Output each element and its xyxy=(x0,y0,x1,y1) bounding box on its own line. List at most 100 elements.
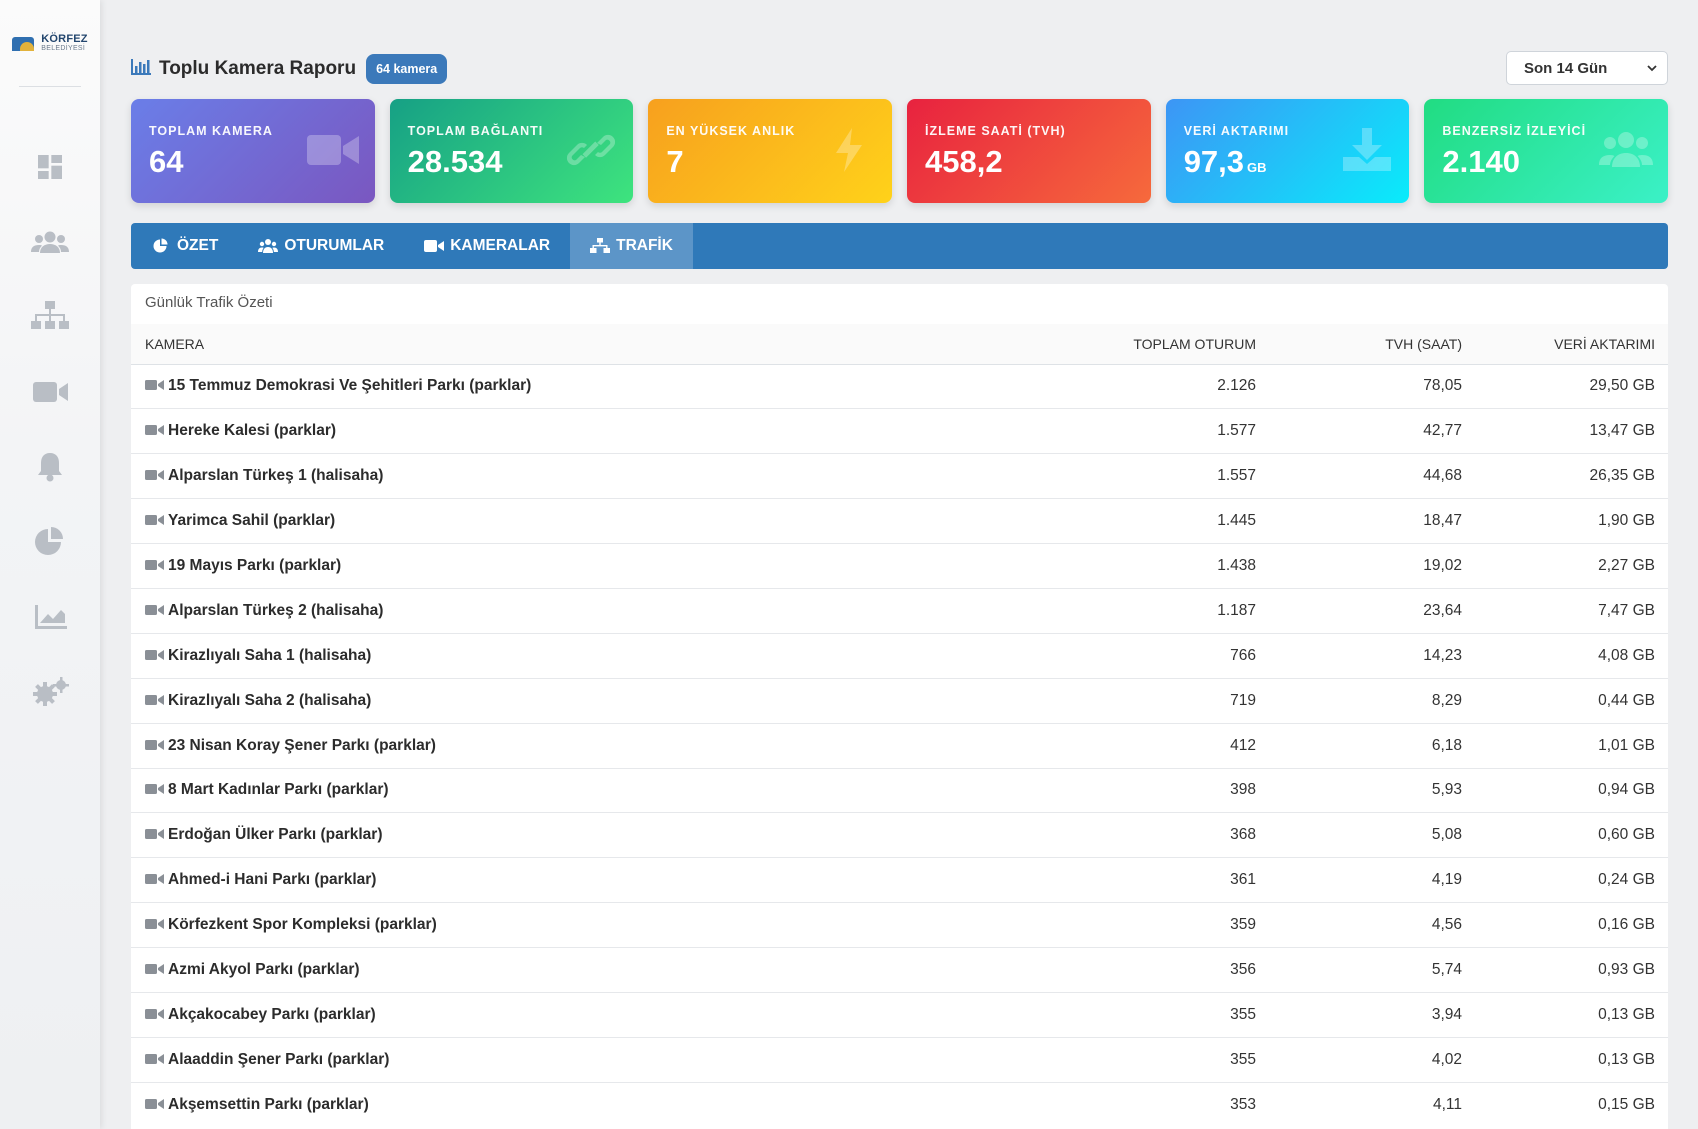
camera-name-cell: Körfezkent Spor Kompleksi (parklar) xyxy=(131,902,711,949)
dashboard-icon xyxy=(38,154,62,179)
camera-name: Alparslan Türkeş 1 (halisaha) xyxy=(168,467,384,485)
table-row[interactable]: Akçakocabey Parkı (parklar) 355 3,94 0,13 G… xyxy=(131,992,1668,1038)
stat-card-unit: GB xyxy=(1247,160,1267,175)
camera-name-cell: Yarimca Sahil (parklar) xyxy=(131,498,711,545)
sessions-cell: 355 xyxy=(711,1037,1256,1083)
table-row[interactable]: 8 Mart Kadınlar Parkı (parklar) 398 5,93 0,… xyxy=(131,768,1668,814)
traffic-panel: Günlük Trafik Özeti KAMERA TOPLAM OTURUM… xyxy=(131,284,1668,1129)
camera-name: Azmi Akyol Parkı (parklar) xyxy=(168,961,360,979)
logo[interactable]: KÖRFEZ BELEDİYESİ xyxy=(12,30,88,56)
table-row[interactable]: 19 Mayıs Parkı (parklar) 1.438 19,02 2,27 G… xyxy=(131,543,1668,589)
col-header-camera[interactable]: KAMERA xyxy=(131,324,711,365)
table-row[interactable]: Ahmed-i Hani Parkı (parklar) 361 4,19 0,24 … xyxy=(131,857,1668,904)
video-camera-icon xyxy=(145,872,164,885)
video-camera-icon xyxy=(145,1007,164,1019)
table-row[interactable]: Alparslan Türkeş 2 (halisaha) 1.187 23,64 7… xyxy=(131,588,1668,634)
tab-cameras[interactable]: KAMERALAR xyxy=(404,223,570,269)
col-header-tvh[interactable]: TVH (SAAT) xyxy=(1256,324,1462,365)
camera-name-cell: Alparslan Türkeş 2 (halisaha) xyxy=(131,588,711,634)
camera-name: Hereke Kalesi (parklar) xyxy=(168,422,337,440)
sidebar-item-cameras[interactable] xyxy=(0,354,100,429)
video-camera-icon xyxy=(145,827,164,840)
sidebar-item-reports[interactable] xyxy=(0,504,100,579)
camera-name-cell: Erdoğan Ülker Parkı (parklar) xyxy=(131,812,711,859)
pie-chart-icon xyxy=(35,526,63,555)
link-icon xyxy=(563,127,619,173)
camera-name: Körfezkent Spor Kompleksi (parklar) xyxy=(168,916,437,934)
video-camera-icon xyxy=(145,468,164,481)
data-transfer-cell: 0,24 GB xyxy=(1462,857,1668,904)
table-row[interactable]: Azmi Akyol Parkı (parklar) 356 5,74 0,93 GB xyxy=(131,947,1668,993)
tab-summary[interactable]: ÖZET xyxy=(131,223,238,269)
stat-card-value: 2.140 xyxy=(1442,144,1520,179)
table-row[interactable]: Yarimca Sahil (parklar) 1.445 18,47 1,90 GB xyxy=(131,498,1668,545)
table-row[interactable]: Kirazlıyalı Saha 1 (halisaha) 766 14,23 4,0… xyxy=(131,633,1668,679)
stat-card-total-connections: TOPLAM BAĞLANTI 28.534 xyxy=(389,99,634,203)
table-row[interactable]: Akşemsettin Parkı (parklar) 353 4,11 0,15 G… xyxy=(131,1082,1668,1127)
camera-name-cell: Azmi Akyol Parkı (parklar) xyxy=(131,947,711,993)
sessions-cell: 2.126 xyxy=(711,364,1256,410)
camera-name: 8 Mart Kadınlar Parkı (parklar) xyxy=(168,781,389,799)
table-row[interactable]: 23 Nisan Koray Şener Parkı (parklar) 412 6… xyxy=(131,723,1668,769)
tvh-cell: 8,29 xyxy=(1256,678,1462,724)
video-camera-icon xyxy=(145,378,164,391)
table-row[interactable]: Kirazlıyalı Saha 2 (halisaha) 719 8,29 0,44… xyxy=(131,678,1668,724)
area-chart-icon xyxy=(35,604,67,629)
stat-card-label: VERİ AKTARIMI xyxy=(1183,124,1290,138)
sessions-cell: 766 xyxy=(711,633,1256,679)
data-transfer-cell: 7,47 GB xyxy=(1462,588,1668,634)
data-transfer-cell: 0,13 GB xyxy=(1462,992,1668,1038)
table-row[interactable]: Hereke Kalesi (parklar) 1.577 42,77 13,47 G… xyxy=(131,408,1668,455)
camera-name: Erdoğan Ülker Parkı (parklar) xyxy=(168,826,383,844)
sessions-cell: 1.438 xyxy=(711,543,1256,589)
tvh-cell: 4,56 xyxy=(1256,902,1462,949)
tvh-cell: 6,18 xyxy=(1256,723,1462,769)
camera-name: Akşemsettin Parkı (parklar) xyxy=(168,1095,369,1113)
video-camera-icon xyxy=(145,782,164,795)
tab-traffic[interactable]: TRAFİK xyxy=(570,223,693,269)
table-row[interactable]: Körfezkent Spor Kompleksi (parklar) 359 4,… xyxy=(131,902,1668,949)
stat-card-value: 458,2 xyxy=(925,144,1003,179)
logo-line2: BELEDİYESİ xyxy=(41,45,86,52)
stat-card-peak-concurrent: EN YÜKSEK ANLIK 7 xyxy=(648,99,893,203)
camera-name-cell: 23 Nisan Koray Şener Parkı (parklar) xyxy=(131,723,711,769)
panel-title: Günlük Trafik Özeti xyxy=(145,294,273,311)
data-transfer-cell: 26,35 GB xyxy=(1462,453,1668,500)
camera-name: 15 Temmuz Demokrasi Ve Şehitleri Parkı (… xyxy=(168,377,532,395)
sidebar-item-network[interactable] xyxy=(0,279,100,354)
stat-card-unique-viewers: BENZERSİZ İZLEYİCİ 2.140 xyxy=(1424,99,1669,203)
table-row[interactable]: Alparslan Türkeş 1 (halisaha) 1.557 44,68 2… xyxy=(131,453,1668,500)
sidebar-item-users[interactable] xyxy=(0,204,100,279)
video-camera-icon xyxy=(145,423,164,436)
sidebar-item-settings[interactable] xyxy=(0,654,100,729)
stat-card-label: TOPLAM BAĞLANTI xyxy=(407,124,544,138)
sitemap-icon xyxy=(31,300,69,329)
tvh-cell: 14,23 xyxy=(1256,633,1462,679)
sessions-cell: 359 xyxy=(711,902,1256,949)
sidebar-divider xyxy=(19,86,81,87)
sessions-cell: 361 xyxy=(711,857,1256,904)
camera-name-cell: 8 Mart Kadınlar Parkı (parklar) xyxy=(131,768,711,814)
data-transfer-cell: 2,27 GB xyxy=(1462,543,1668,589)
tvh-cell: 78,05 xyxy=(1256,364,1462,410)
col-header-sessions[interactable]: TOPLAM OTURUM xyxy=(711,324,1256,365)
table-row[interactable]: Alaaddin Şener Parkı (parklar) 355 4,02 0,1… xyxy=(131,1037,1668,1083)
camera-name-cell: Akçakocabey Parkı (parklar) xyxy=(131,992,711,1038)
stat-card-value: 64 xyxy=(149,144,184,179)
lightning-icon xyxy=(822,127,878,173)
sidebar-item-notifications[interactable] xyxy=(0,429,100,504)
sidebar-item-dashboard[interactable] xyxy=(0,129,100,204)
data-transfer-cell: 0,16 GB xyxy=(1462,902,1668,949)
tvh-cell: 4,11 xyxy=(1432,1095,1462,1113)
tab-sessions[interactable]: OTURUMLAR xyxy=(238,223,404,269)
video-camera-icon xyxy=(145,693,164,705)
table-row[interactable]: 15 Temmuz Demokrasi Ve Şehitleri Parkı (… xyxy=(131,364,1668,410)
stat-card-label: BENZERSİZ İZLEYİCİ xyxy=(1442,124,1587,138)
table-row[interactable]: Erdoğan Ülker Parkı (parklar) 368 5,08 0,60… xyxy=(131,812,1668,859)
sessions-cell: 412 xyxy=(711,723,1256,769)
camera-name-cell: 19 Mayıs Parkı (parklar) xyxy=(131,543,711,589)
sidebar-item-analytics[interactable] xyxy=(0,579,100,654)
col-header-data[interactable]: VERİ AKTARIMI xyxy=(1462,324,1668,365)
stat-card-data-transfer: VERİ AKTARIMI 97,3 GB xyxy=(1165,99,1410,203)
period-select[interactable]: Son 14 Gün xyxy=(1506,51,1668,85)
